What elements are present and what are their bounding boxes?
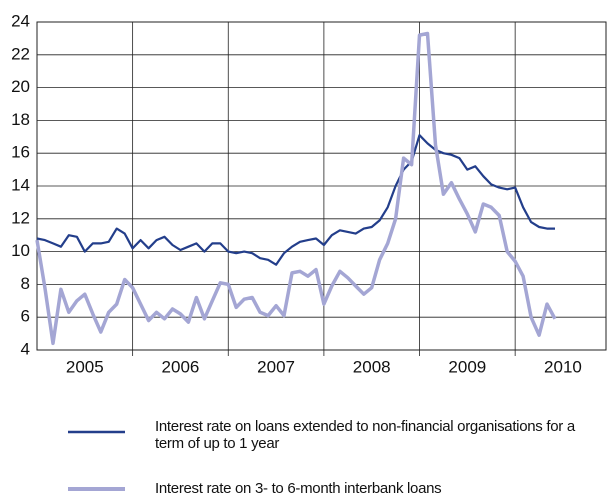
y-tick-label: 24 [11,11,30,30]
y-tick-label: 16 [11,143,30,162]
x-tick-label: 2005 [66,357,104,376]
y-tick-label: 18 [11,110,30,129]
y-tick-label: 8 [21,274,30,293]
series-line [35,31,557,346]
y-tick-label: 6 [21,307,30,326]
x-tick-label: 2008 [353,357,391,376]
series-line [36,134,555,266]
x-tick-label: 2007 [257,357,295,376]
y-tick-label: 10 [11,241,30,260]
x-tick-label: 2010 [544,357,582,376]
y-tick-label: 4 [21,339,30,358]
y-tick-label: 22 [11,44,30,63]
x-tick-label: 2009 [448,357,486,376]
y-tick-label: 20 [11,77,30,96]
x-tick-label: 2006 [162,357,200,376]
legend-label: Interest rate on loans extended to non-f… [155,418,575,452]
legend-label: Interest rate on 3- to 6-month interbank… [155,480,442,497]
y-tick-label: 12 [11,208,30,227]
y-tick-label: 14 [11,175,30,194]
